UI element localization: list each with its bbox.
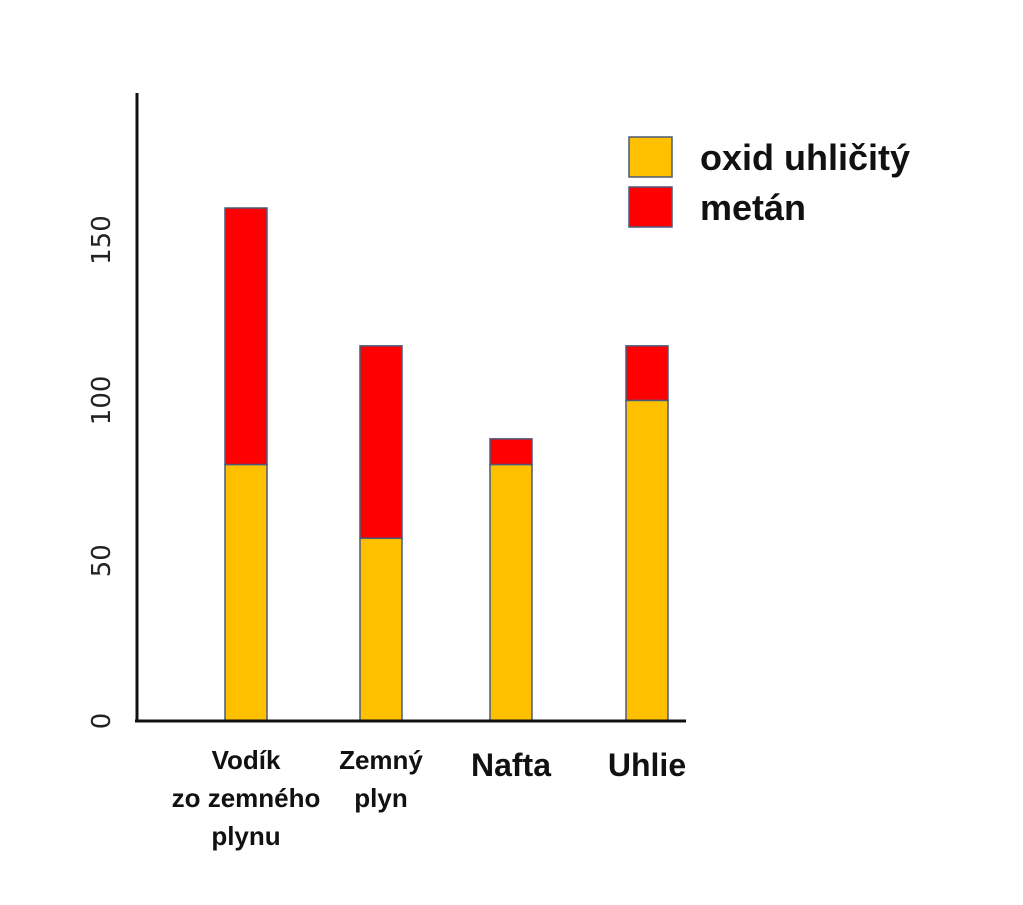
x-category-label-line: plynu <box>211 821 280 851</box>
y-tick-label: 150 <box>87 215 117 265</box>
bar-segment-methane-3 <box>625 345 669 402</box>
x-category-label-line: Vodík <box>212 745 281 775</box>
y-tick-labels: 0 50 100 150 <box>87 215 117 729</box>
x-category-label-line: zo zemného <box>172 783 321 813</box>
x-category-labels: Vodík zo zemného plynu Zemný plyn Nafta Uhlie <box>172 745 687 851</box>
x-category-label: Zemný plyn <box>339 745 423 813</box>
legend-swatch-methane <box>628 186 673 228</box>
legend-swatch-co2 <box>628 136 673 178</box>
x-category-label-line: Zemný <box>339 745 423 775</box>
bar-segment-methane-2 <box>489 438 533 466</box>
legend-label-co2: oxid uhličitý <box>700 137 910 178</box>
legend-label-methane: metán <box>700 187 806 228</box>
x-category-label-line: Nafta <box>471 747 551 783</box>
bar-segment-co2-0 <box>224 463 268 722</box>
bar-segment-methane-1 <box>359 345 403 539</box>
y-tick-label: 50 <box>87 544 117 577</box>
bars-group <box>224 207 669 722</box>
bar-segment-co2-2 <box>489 463 533 722</box>
y-tick-label: 0 <box>87 713 117 730</box>
bar-segment-co2-1 <box>359 537 403 722</box>
x-category-label: Nafta <box>471 747 551 783</box>
x-category-label-line: Uhlie <box>608 747 686 783</box>
legend: oxid uhličitý metán <box>628 136 910 228</box>
x-category-label: Uhlie <box>608 747 686 783</box>
bar-segment-co2-3 <box>625 399 669 722</box>
y-tick-label: 100 <box>87 376 117 426</box>
x-category-label-line: plyn <box>354 783 407 813</box>
x-category-label: Vodík zo zemného plynu <box>172 745 321 851</box>
bar-segment-methane-0 <box>224 207 268 466</box>
